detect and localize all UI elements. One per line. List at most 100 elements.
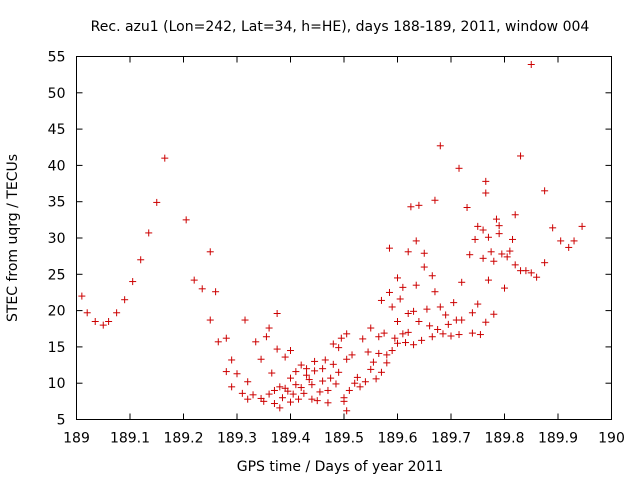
data-point [244,395,252,403]
data-point [83,309,91,317]
data-point [503,253,511,261]
data-point [466,251,474,259]
data-point [444,320,452,328]
data-point [161,154,169,162]
data-point [270,400,278,408]
data-point [375,349,383,357]
data-point [479,226,487,234]
data-point [340,397,348,405]
y-tick-label: 30 [48,231,66,247]
data-point [91,317,99,325]
y-tick-label: 40 [48,158,66,174]
data-point [372,375,380,383]
data-point [129,278,137,286]
data-point [361,378,369,386]
data-point [410,307,418,315]
x-tick-label: 189.8 [484,431,524,447]
x-tick-label: 189.3 [217,431,257,447]
data-point [297,384,305,392]
data-point [394,274,401,282]
data-point [321,356,329,364]
data-point [431,288,439,296]
data-point [527,60,535,68]
data-point [557,237,565,245]
data-point [487,248,495,256]
data-point [105,317,113,325]
data-point [482,318,490,326]
data-point [511,261,519,269]
data-point [303,371,311,379]
x-axis-label: GPS time / Days of year 2011 [237,459,444,475]
x-tick: 189.1 [110,56,150,447]
x-tick-label: 189.2 [163,431,203,447]
data-point [241,316,249,324]
data-point [367,324,375,332]
x-tick: 189.8 [484,56,525,447]
y-tick: 40 [48,158,612,174]
x-tick: 189.5 [324,56,364,447]
data-point [327,374,335,382]
data-point [356,383,364,391]
data-point [233,370,241,378]
y-tick-label: 20 [48,304,66,320]
data-point [404,328,412,336]
data-point [78,292,86,300]
data-point [468,329,476,337]
data-point [212,288,220,296]
data-point [423,305,431,313]
data-point [415,317,423,325]
data-point [270,386,278,394]
data-point [295,395,303,403]
data-point [273,345,281,353]
data-point [436,142,444,150]
data-point [541,259,549,267]
data-point [121,296,129,304]
data-point [482,177,490,185]
data-point [303,365,311,373]
data-point [412,281,420,289]
data-point [335,368,343,376]
data-point [353,373,361,381]
x-tick: 189.3 [217,56,257,447]
data-point [206,248,214,256]
data-point [383,359,391,367]
data-point [399,330,407,338]
data-point [418,336,426,344]
data-point [319,365,327,373]
y-tick: 10 [48,376,612,392]
data-point [541,187,549,195]
data-point [458,278,466,286]
data-point [292,368,300,376]
data-point [265,390,273,398]
data-point [257,355,265,363]
data-point [276,383,284,391]
x-tick: 189.6 [377,56,418,447]
data-point [455,164,463,172]
data-point [570,237,578,245]
x-tick: 189.7 [431,56,471,447]
data-point [308,381,316,389]
data-point [484,276,492,284]
data-point [273,310,281,318]
data-point [533,273,541,281]
data-point [396,295,404,303]
data-point [324,386,332,394]
data-point [565,243,573,251]
data-point [252,338,260,346]
data-point [337,334,345,342]
data-point [394,317,401,325]
data-point [407,203,415,211]
data-point [367,365,375,373]
data-point [474,300,482,308]
data-point [458,316,466,324]
data-point [479,254,487,262]
data-point [484,233,492,241]
y-tick-label: 35 [48,195,66,211]
data-point [428,272,436,280]
data-point [238,389,246,397]
data-point [287,347,294,355]
data-point [450,299,458,307]
data-point [228,383,236,391]
data-point [281,353,289,361]
